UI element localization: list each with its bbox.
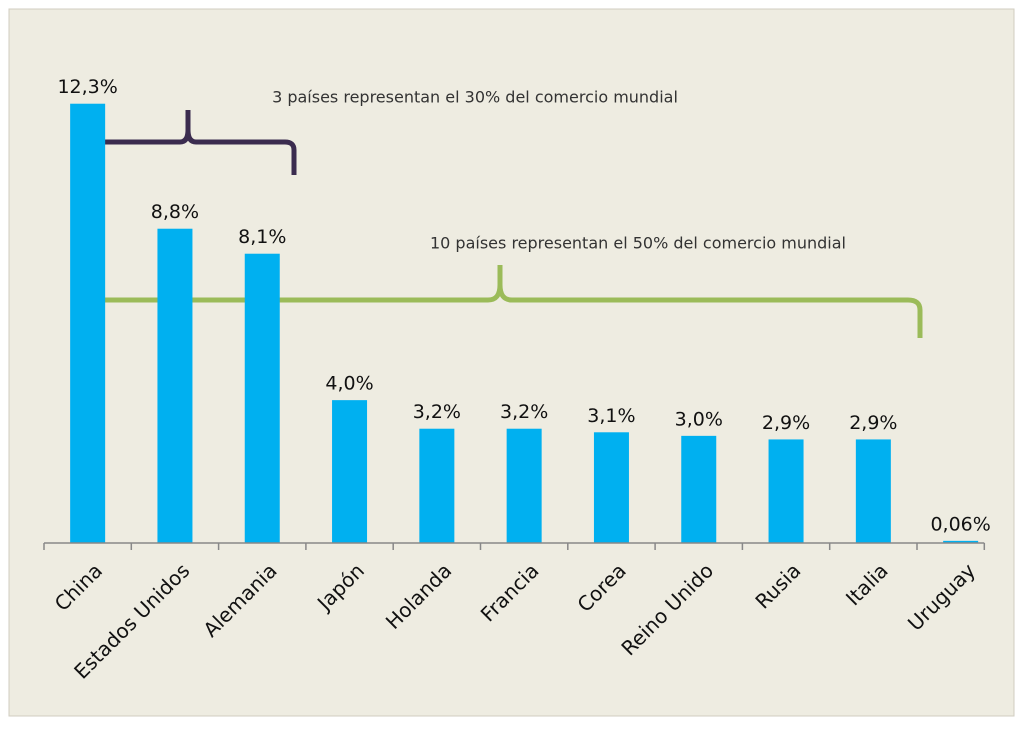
value-label: 8,1%: [238, 226, 286, 248]
value-label: 3,2%: [500, 401, 548, 423]
bar: [157, 228, 193, 543]
value-label: 3,1%: [587, 405, 635, 427]
annotation: 10 países representan el 50% del comerci…: [430, 234, 846, 253]
bar: [506, 428, 542, 543]
bar: [681, 435, 717, 543]
value-label: 4,0%: [325, 373, 373, 395]
bar: [332, 400, 368, 543]
value-label: 2,9%: [849, 412, 897, 434]
bar: [70, 103, 106, 543]
bar: [244, 253, 280, 543]
value-label: 8,8%: [151, 201, 199, 223]
bar: [855, 439, 891, 543]
value-label: 2,9%: [762, 412, 810, 434]
value-label: 3,0%: [675, 408, 723, 430]
annotation: 3 países representan el 30% del comercio…: [272, 88, 678, 107]
value-label: 3,2%: [413, 401, 461, 423]
value-label: 12,3%: [57, 76, 117, 98]
bar: [943, 540, 979, 543]
bar: [768, 439, 804, 543]
bar: [419, 428, 455, 543]
bar: [593, 432, 629, 543]
value-label: 0,06%: [930, 513, 990, 535]
